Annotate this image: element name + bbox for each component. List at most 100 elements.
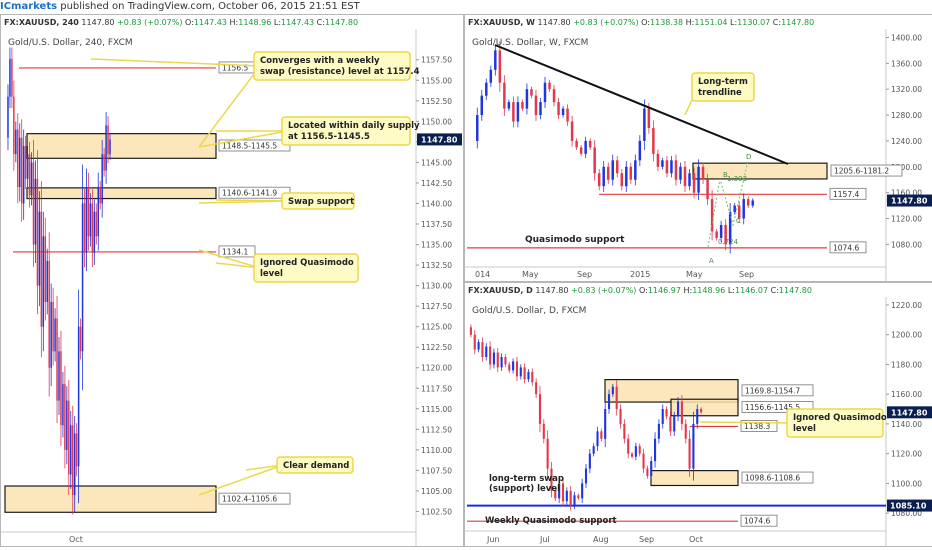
x-tick-label: 014 xyxy=(475,270,490,279)
chart-panel-weekly[interactable]: FX:XAUUSD, W 1147.80 +0.83 (+0.07%) O:11… xyxy=(464,14,932,282)
y-tick-label: 1157.50 xyxy=(421,56,452,65)
candle-body xyxy=(15,129,17,155)
publisher-name[interactable]: ICmarkets xyxy=(0,1,58,12)
candle-body xyxy=(688,173,691,187)
chart-daily-svg: Gold/U.S. Dollar, D, FXCM 1220.00 1200.00 1… xyxy=(465,297,932,546)
candle-body xyxy=(60,351,62,426)
candle-body xyxy=(19,137,21,188)
change-value: +0.83 (+0.07%) xyxy=(117,18,183,27)
candle-body xyxy=(700,409,703,413)
candle-body xyxy=(561,108,565,116)
low-value: 1146.07 xyxy=(734,286,769,295)
candle-body xyxy=(566,108,569,122)
y-tick-label: 1080.00 xyxy=(891,240,922,249)
chart-subtitle: Gold/U.S. Dollar, 240, FXCM xyxy=(8,38,133,48)
candle-body xyxy=(512,361,515,371)
candle-body xyxy=(521,102,524,109)
candle-body xyxy=(710,199,714,232)
candle-body xyxy=(604,409,607,439)
candle-body xyxy=(692,173,696,193)
candle-body xyxy=(34,178,37,245)
candle-body xyxy=(728,212,732,245)
candle-body xyxy=(523,367,526,380)
zone-value-box xyxy=(741,384,814,397)
candle-body xyxy=(674,160,678,180)
candle-body xyxy=(683,166,687,187)
callout-text: Swap support xyxy=(288,197,354,207)
candle-body xyxy=(565,490,568,502)
y-tick-label: 1240.00 xyxy=(891,137,922,146)
callout-text: level xyxy=(260,269,283,279)
candle-body xyxy=(706,179,709,200)
last-price: 1147.80 xyxy=(537,18,571,27)
candle-body xyxy=(581,483,584,499)
candle-body xyxy=(525,89,529,109)
low-value: 1147.43 xyxy=(281,18,315,27)
candle-body xyxy=(101,154,103,204)
pattern-point-c: C xyxy=(736,217,741,225)
candle-body xyxy=(62,384,64,426)
y-tick-label: 1200.00 xyxy=(891,163,922,172)
candle-body xyxy=(558,483,561,499)
candle-body xyxy=(538,394,542,424)
callout-pointer xyxy=(198,464,284,496)
callout-text: Converges with a weekly xyxy=(260,56,380,66)
y-tick-label: 1122.50 xyxy=(421,343,452,352)
y-tick-label: 1117.50 xyxy=(421,384,452,393)
x-tick-label: Sep xyxy=(739,270,754,279)
high-value: 1148.96 xyxy=(692,286,726,295)
candle-body xyxy=(498,50,502,83)
supply-demand-zone xyxy=(26,133,217,159)
callout-text: level xyxy=(793,424,816,434)
open-value: 1138.38 xyxy=(650,18,684,27)
candle-body xyxy=(50,302,52,368)
change-value: +0.83 (+0.07%) xyxy=(573,18,639,27)
y-tick-label: 1120.00 xyxy=(421,364,452,373)
level-price-tag xyxy=(887,499,932,512)
candle-body xyxy=(561,483,565,502)
candle-body xyxy=(503,82,506,109)
candle-body xyxy=(719,224,723,238)
chart-panel-h4[interactable]: FX:XAUUSD, 240 1147.80 +0.83 (+0.07%) O:… xyxy=(0,14,464,547)
y-tick-label: 1140.00 xyxy=(421,199,452,208)
candle-body xyxy=(647,108,651,128)
zone-value-label: 1098.6-1108.6 xyxy=(745,474,800,483)
candle-body xyxy=(643,108,646,141)
callout-text: swap (resistance) level at 1157.4 xyxy=(260,67,420,77)
y-tick-label: 1105.00 xyxy=(421,487,452,496)
candle-body xyxy=(507,102,511,109)
y-tick-label: 1107.50 xyxy=(421,466,452,475)
pattern-ratio-upper: 1.393 xyxy=(727,175,747,183)
candle-body xyxy=(508,364,511,371)
candle-body xyxy=(746,199,750,206)
chart-header: FX:XAUUSD, 240 1147.80 +0.83 (+0.07%) O:… xyxy=(4,18,359,27)
open-value: 1146.97 xyxy=(647,286,681,295)
candle-body xyxy=(105,125,107,171)
candle-body xyxy=(24,145,27,179)
x-tick-label: May xyxy=(686,270,703,279)
candle-body xyxy=(677,401,680,417)
supply-demand-zone xyxy=(650,470,739,487)
level-value-box xyxy=(829,241,867,254)
swap-support-label-1: long-term swap xyxy=(489,474,564,484)
candle-body xyxy=(665,160,669,174)
candle-body xyxy=(83,203,86,253)
candle-body xyxy=(469,327,472,335)
chart-h4-svg: Gold/U.S. Dollar, 240, FXCM 1157.50 1155.0… xyxy=(1,29,462,546)
chart-panel-daily[interactable]: FX:XAUUSD, D 1147.80 +0.83 (+0.07%) O:11… xyxy=(464,282,932,547)
candle-body xyxy=(607,394,611,410)
candle-body xyxy=(93,211,96,253)
candle-body xyxy=(71,425,74,496)
candle-body xyxy=(724,224,727,245)
candle-body xyxy=(616,160,619,174)
candle-body xyxy=(673,416,676,432)
candle-body xyxy=(697,166,700,193)
candle-body xyxy=(7,96,9,138)
y-tick-label: 1132.50 xyxy=(421,261,452,270)
pattern-point-a: A xyxy=(709,257,714,265)
y-tick-label: 1135.00 xyxy=(421,241,452,250)
callout-box xyxy=(253,51,411,81)
y-tick-label: 1112.50 xyxy=(421,425,452,434)
candle-body xyxy=(715,231,718,238)
candle-body xyxy=(630,453,634,457)
